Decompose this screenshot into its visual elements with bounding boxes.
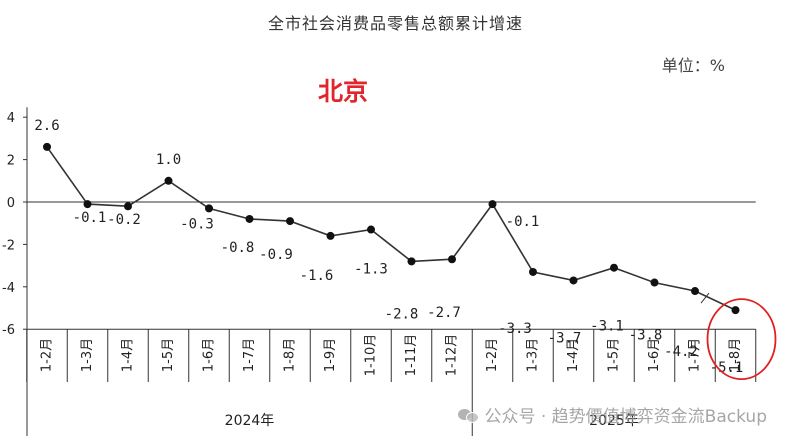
x-tick-label: 1-3月 <box>80 338 95 372</box>
unit-label: 单位：% <box>661 56 725 75</box>
wechat-icon <box>458 407 480 423</box>
data-point <box>610 263 618 272</box>
data-label: -1.6 <box>300 268 334 284</box>
x-tick-label: 1-6月 <box>647 338 662 372</box>
chart-title: 全市社会消费品零售总额累计增速 <box>267 14 523 33</box>
data-label: 1.0 <box>156 152 181 168</box>
x-tick-label: 1-3月 <box>526 338 541 372</box>
data-label: -4.2 <box>664 344 698 360</box>
data-point <box>569 276 578 285</box>
data-point <box>529 267 537 276</box>
series-line <box>46 146 736 311</box>
label-leader-line <box>700 292 710 304</box>
y-tick-label: 2 <box>7 154 15 169</box>
data-label: -0.3 <box>180 216 214 232</box>
data-label: -0.8 <box>221 240 255 256</box>
watermark: 公众号 · 趋势價值博弈资金流Backup <box>458 402 767 427</box>
data-point <box>124 202 132 211</box>
data-point <box>367 225 375 234</box>
data-point <box>650 278 659 287</box>
x-tick-label: 1-10月 <box>364 334 379 377</box>
x-tick-label: 1-12月 <box>445 334 460 377</box>
data-point <box>245 214 254 223</box>
data-label: -0.1 <box>73 210 107 226</box>
data-point <box>691 287 699 296</box>
year-label: 2024年 <box>225 413 275 429</box>
data-label: 2.6 <box>34 118 59 134</box>
data-label: -0.2 <box>107 212 141 228</box>
x-tick-label: 1-8月 <box>728 338 743 372</box>
data-label: -0.9 <box>259 247 293 263</box>
data-point <box>731 306 740 315</box>
data-label: -0.1 <box>506 214 540 230</box>
region-label: 北京 <box>318 77 369 106</box>
data-label: -2.7 <box>427 305 461 321</box>
x-tick-label: 1-11月 <box>404 334 419 377</box>
x-tick-label: 1-5月 <box>161 338 176 372</box>
data-label: -5.1 <box>710 360 744 376</box>
data-point <box>326 231 335 240</box>
data-point <box>286 217 294 226</box>
watermark-text: 公众号 · 趋势價值博弈资金流Backup <box>484 407 767 427</box>
data-label: -2.8 <box>385 306 419 322</box>
data-point <box>205 204 213 213</box>
x-tick-label: 1-2月 <box>40 338 55 372</box>
data-point <box>83 200 92 209</box>
data-label: -3.1 <box>590 319 624 335</box>
y-tick-label: -4 <box>2 281 15 296</box>
highlight-ellipse <box>706 298 777 381</box>
data-point <box>43 142 51 151</box>
x-tick-label: 1-7月 <box>688 338 703 372</box>
year-label: 2025年 <box>589 413 639 429</box>
x-tick-label: 1-2月 <box>485 338 500 372</box>
data-point <box>407 257 416 266</box>
x-tick-label: 1-6月 <box>202 338 217 372</box>
x-tick-label: 1-9月 <box>323 338 338 372</box>
y-tick-label: -2 <box>2 238 15 253</box>
x-tick-label: 1-7月 <box>242 338 257 372</box>
y-tick-label: 0 <box>7 196 15 211</box>
x-tick-label: 1-4月 <box>566 338 581 372</box>
data-label: -3.8 <box>629 328 663 344</box>
y-tick-label: -6 <box>2 323 15 338</box>
x-tick-label: 1-5月 <box>607 338 622 372</box>
x-tick-label: 1-4月 <box>121 338 136 372</box>
data-point <box>448 255 456 264</box>
data-point <box>488 200 497 209</box>
data-label: -3.7 <box>548 330 582 346</box>
x-tick-label: 1-8月 <box>283 338 298 372</box>
y-tick-label: 4 <box>7 111 15 126</box>
data-label: -1.3 <box>354 262 388 278</box>
data-point <box>164 176 173 185</box>
data-label: -3.3 <box>498 321 532 337</box>
